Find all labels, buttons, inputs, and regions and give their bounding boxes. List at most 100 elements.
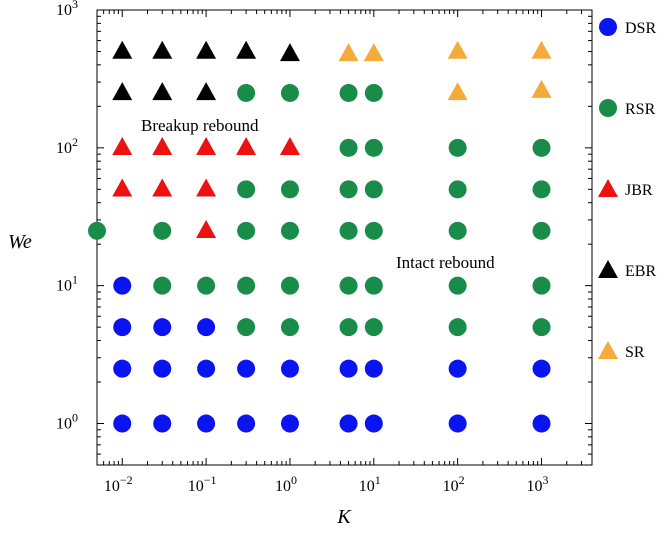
dsr-point bbox=[339, 414, 358, 433]
dsr-point bbox=[532, 414, 551, 433]
rsr-point bbox=[197, 276, 216, 295]
dsr-point bbox=[237, 414, 256, 433]
dsr-point bbox=[197, 359, 216, 378]
x-tick-label: 103 bbox=[527, 473, 549, 495]
legend-label-rsr: RSR bbox=[625, 101, 656, 118]
dsr-point bbox=[364, 414, 383, 433]
legend-marker-dsr bbox=[599, 18, 617, 36]
rsr-point bbox=[339, 318, 358, 337]
rsr-point bbox=[532, 180, 551, 199]
ebr-point bbox=[152, 82, 173, 101]
x-axis-title: K bbox=[336, 506, 352, 528]
y-tick-label: 101 bbox=[56, 273, 78, 295]
legend-marker-rsr bbox=[599, 99, 617, 117]
dsr-point bbox=[532, 359, 551, 378]
dsr-point bbox=[153, 414, 172, 433]
y-axis-title: We bbox=[8, 231, 32, 253]
dsr-point bbox=[113, 359, 132, 378]
jbr-point bbox=[112, 137, 133, 156]
rsr-point bbox=[88, 221, 106, 240]
legend-label-dsr: DSR bbox=[625, 20, 656, 37]
rsr-point bbox=[448, 318, 467, 337]
rsr-point bbox=[339, 221, 358, 240]
dsr-point bbox=[113, 276, 132, 295]
rsr-point bbox=[364, 138, 383, 157]
ebr-point bbox=[112, 82, 133, 101]
sr-point bbox=[363, 43, 384, 62]
ebr-point bbox=[279, 43, 300, 62]
rsr-point bbox=[280, 318, 299, 337]
rsr-point bbox=[448, 221, 467, 240]
sr-point bbox=[447, 40, 468, 59]
axis-tick-labels: 10−2 10−1 100 101 102 103 100 101 102 103 bbox=[56, 0, 549, 495]
dsr-point bbox=[237, 359, 256, 378]
dsr-point bbox=[448, 359, 467, 378]
rsr-point bbox=[237, 318, 256, 337]
legend-marker-ebr bbox=[598, 260, 618, 278]
ebr-point bbox=[196, 82, 217, 101]
rsr-point bbox=[364, 318, 383, 337]
x-tick-label: 10−1 bbox=[188, 473, 217, 495]
rsr-point bbox=[448, 138, 467, 157]
rsr-point bbox=[339, 180, 358, 199]
dsr-point bbox=[280, 359, 299, 378]
dsr-point bbox=[153, 359, 172, 378]
sr-point bbox=[531, 40, 552, 59]
rsr-point bbox=[448, 180, 467, 199]
annotation-breakup-rebound: Breakup rebound bbox=[141, 116, 259, 135]
legend-marker-sr bbox=[598, 341, 618, 359]
jbr-point bbox=[152, 137, 173, 156]
rsr-point bbox=[153, 276, 172, 295]
y-tick-label: 100 bbox=[56, 411, 78, 433]
rsr-point bbox=[532, 221, 551, 240]
ebr-point bbox=[236, 40, 257, 59]
dsr-point bbox=[113, 414, 132, 433]
jbr-point bbox=[196, 137, 217, 156]
ebr-point bbox=[152, 40, 173, 59]
sr-point bbox=[531, 79, 552, 98]
x-tick-label: 102 bbox=[443, 473, 465, 495]
dsr-point bbox=[280, 414, 299, 433]
rsr-point bbox=[237, 221, 256, 240]
axis-ticks bbox=[96, 9, 593, 466]
rsr-point bbox=[280, 180, 299, 199]
dsr-point bbox=[339, 359, 358, 378]
rsr-point bbox=[280, 221, 299, 240]
rsr-point bbox=[280, 83, 299, 102]
jbr-point bbox=[112, 178, 133, 197]
jbr-point bbox=[196, 220, 217, 239]
rsr-point bbox=[339, 276, 358, 295]
rsr-point bbox=[237, 180, 256, 199]
sr-point bbox=[338, 43, 359, 62]
legend: DSR RSR JBR EBR SR bbox=[598, 18, 656, 361]
dsr-point bbox=[153, 318, 172, 337]
dsr-point bbox=[113, 318, 132, 337]
rsr-point bbox=[364, 83, 383, 102]
rsr-point bbox=[339, 138, 358, 157]
rsr-point bbox=[237, 83, 256, 102]
legend-label-ebr: EBR bbox=[625, 263, 656, 280]
x-tick-label: 101 bbox=[359, 473, 381, 495]
y-tick-label: 102 bbox=[56, 135, 78, 157]
x-tick-label: 100 bbox=[275, 473, 297, 495]
dsr-point bbox=[197, 318, 216, 337]
dsr-point bbox=[364, 359, 383, 378]
rsr-point bbox=[237, 276, 256, 295]
ebr-point bbox=[112, 40, 133, 59]
legend-label-jbr: JBR bbox=[625, 182, 653, 199]
jbr-point bbox=[196, 178, 217, 197]
rsr-point bbox=[364, 221, 383, 240]
annotation-intact-rebound: Intact rebound bbox=[396, 253, 495, 272]
legend-marker-jbr bbox=[598, 179, 618, 197]
sr-point bbox=[447, 82, 468, 101]
rsr-point bbox=[532, 276, 551, 295]
rsr-point bbox=[448, 276, 467, 295]
legend-label-sr: SR bbox=[625, 344, 645, 361]
rsr-point bbox=[339, 83, 358, 102]
rsr-point bbox=[364, 180, 383, 199]
rsr-point bbox=[532, 318, 551, 337]
jbr-point bbox=[152, 178, 173, 197]
jbr-point bbox=[236, 137, 257, 156]
rsr-point bbox=[153, 221, 172, 240]
